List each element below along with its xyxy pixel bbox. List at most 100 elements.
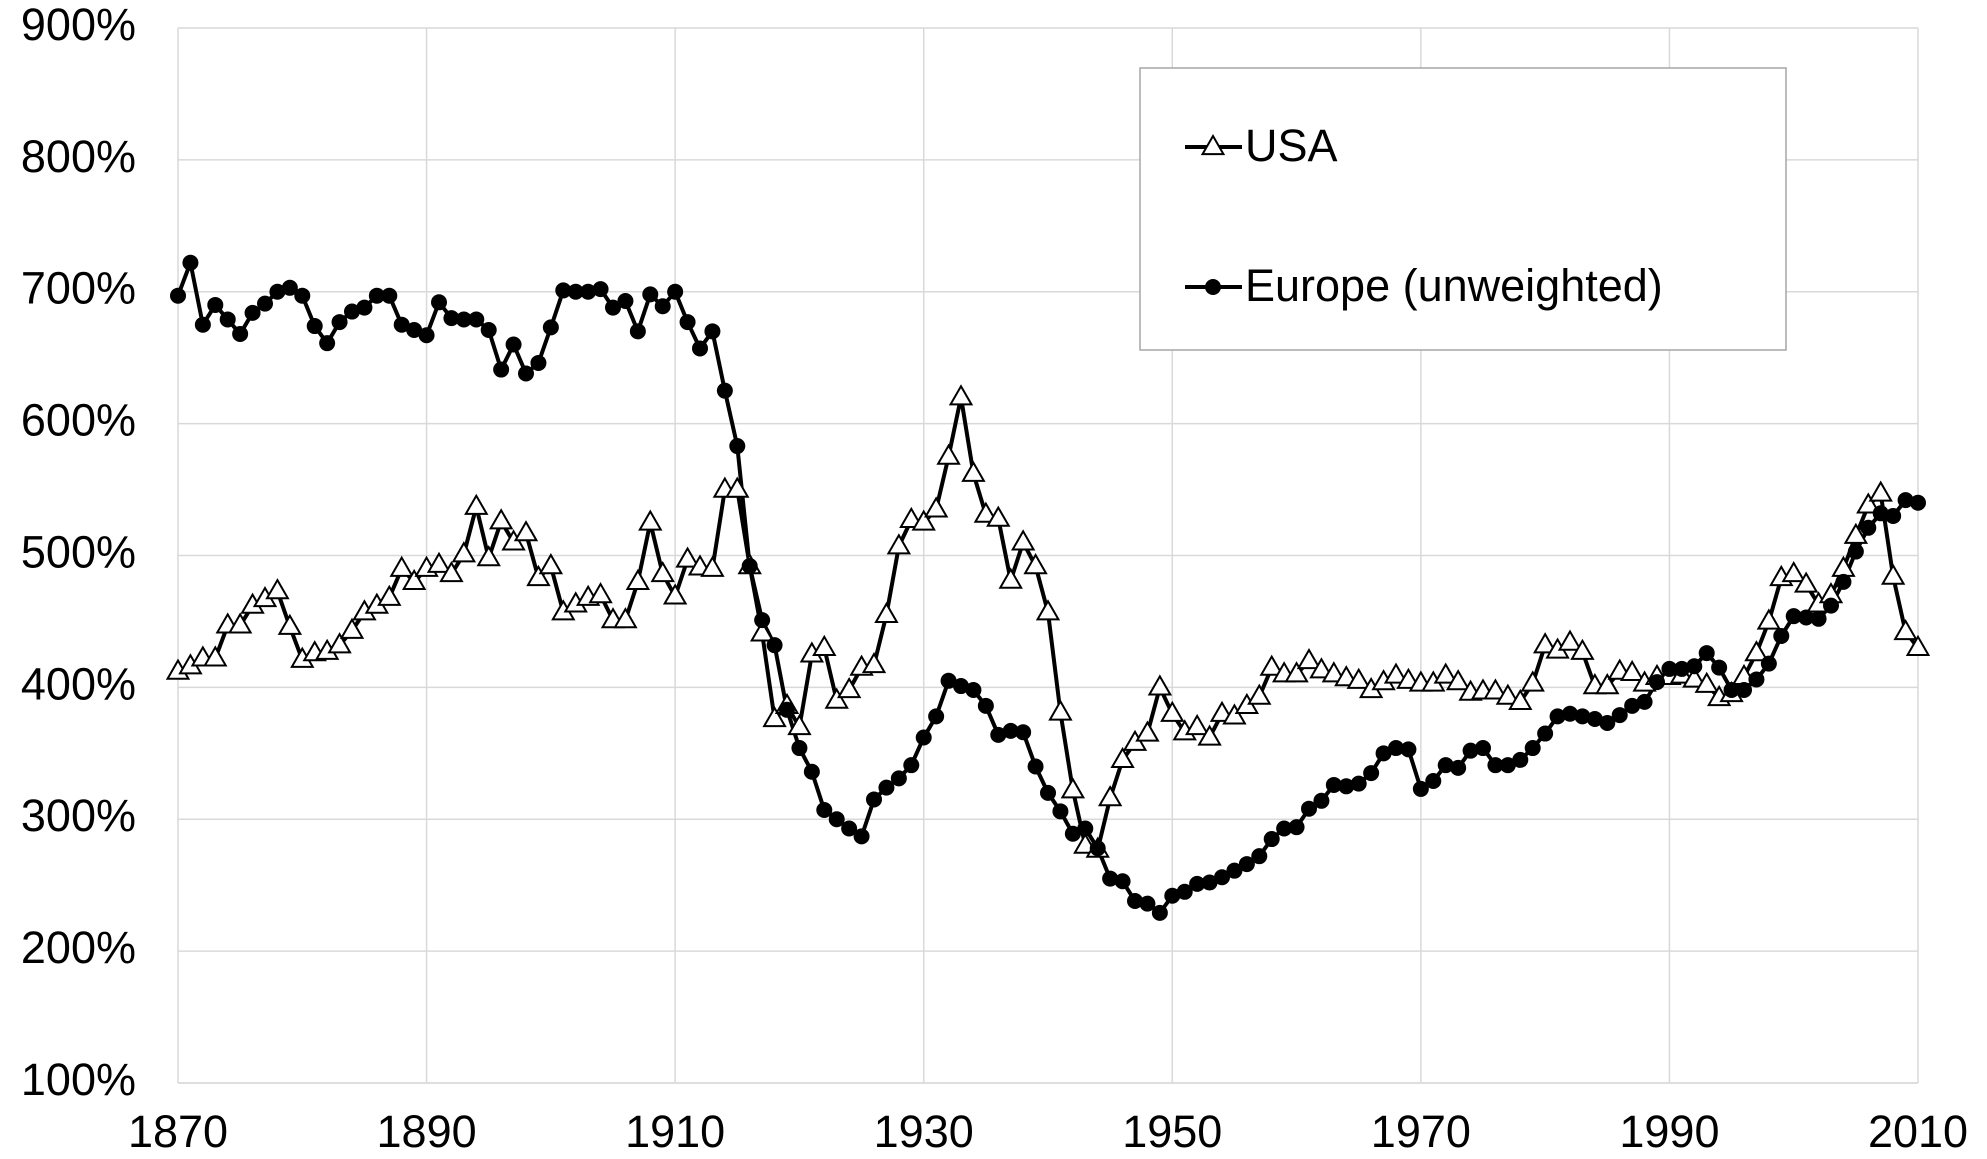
- marker: [1910, 494, 1926, 511]
- marker: [791, 740, 808, 757]
- marker: [1562, 705, 1578, 722]
- marker: [1570, 638, 1595, 660]
- marker: [1321, 661, 1347, 683]
- y-tick-label: 500%: [21, 526, 136, 577]
- marker: [1682, 666, 1707, 688]
- marker: [948, 384, 974, 406]
- marker: [692, 340, 708, 357]
- marker: [1214, 869, 1230, 886]
- marker: [1893, 618, 1918, 641]
- marker: [480, 321, 497, 338]
- marker: [828, 811, 845, 828]
- marker: [1433, 662, 1458, 684]
- marker: [464, 493, 489, 515]
- marker: [961, 460, 986, 482]
- marker: [1048, 699, 1073, 721]
- series-line: [176, 260, 1919, 915]
- marker: [1040, 784, 1056, 801]
- marker: [542, 319, 559, 336]
- marker: [1823, 597, 1839, 614]
- marker: [1027, 758, 1044, 775]
- marker: [1673, 660, 1690, 677]
- marker: [1313, 792, 1330, 809]
- legend-box: [1139, 67, 1787, 351]
- marker: [1023, 553, 1048, 575]
- marker: [1412, 780, 1429, 797]
- marker: [1097, 785, 1123, 807]
- marker: [393, 316, 410, 333]
- marker: [1251, 848, 1268, 865]
- marker: [903, 757, 920, 774]
- x-tick-label: 1910: [625, 1106, 725, 1157]
- marker: [878, 779, 895, 796]
- marker: [555, 282, 572, 299]
- marker: [269, 283, 286, 300]
- marker: [841, 820, 858, 837]
- y-tick-label: 600%: [21, 395, 136, 446]
- marker: [613, 607, 638, 629]
- marker: [406, 321, 423, 338]
- marker: [675, 546, 700, 568]
- marker: [1226, 862, 1243, 879]
- marker: [749, 620, 775, 642]
- marker: [377, 584, 402, 606]
- marker: [1263, 831, 1280, 848]
- marker: [339, 617, 365, 639]
- marker: [1495, 683, 1521, 705]
- marker: [625, 568, 651, 591]
- marker: [1748, 671, 1765, 688]
- marker: [725, 476, 750, 498]
- marker: [1475, 740, 1491, 757]
- marker: [319, 335, 336, 352]
- marker: [493, 361, 510, 378]
- marker: [431, 294, 447, 311]
- marker: [1400, 741, 1417, 758]
- marker: [1437, 757, 1454, 774]
- marker: [1661, 660, 1678, 677]
- marker: [853, 828, 870, 845]
- marker: [679, 314, 696, 331]
- marker: [1599, 714, 1616, 731]
- marker: [965, 682, 982, 699]
- marker: [1520, 670, 1545, 692]
- marker: [567, 283, 584, 300]
- marker: [1015, 724, 1032, 741]
- marker: [182, 254, 199, 271]
- marker: [1164, 887, 1181, 904]
- marker: [642, 286, 659, 303]
- marker: [940, 672, 957, 689]
- marker: [1222, 703, 1247, 725]
- marker: [1238, 856, 1255, 873]
- marker: [1176, 883, 1193, 900]
- marker: [232, 325, 249, 342]
- marker: [443, 310, 460, 327]
- marker: [1773, 627, 1790, 644]
- marker: [1350, 775, 1367, 792]
- marker: [1205, 279, 1221, 295]
- marker: [928, 708, 945, 725]
- marker: [1835, 573, 1852, 590]
- x-tick-label: 1870: [128, 1106, 228, 1157]
- marker: [401, 568, 427, 591]
- marker: [866, 791, 882, 808]
- y-tick-label: 900%: [21, 0, 136, 50]
- marker: [592, 281, 609, 298]
- marker: [1462, 742, 1479, 759]
- marker: [605, 299, 621, 316]
- marker: [518, 365, 534, 382]
- marker: [1135, 720, 1160, 742]
- marker: [1686, 658, 1703, 675]
- marker: [1425, 773, 1442, 790]
- marker: [766, 637, 783, 654]
- legend: USA Europe (unweighted): [1139, 67, 1787, 351]
- marker: [741, 558, 758, 575]
- marker: [1843, 522, 1869, 544]
- marker: [1325, 776, 1342, 793]
- marker: [1160, 700, 1185, 722]
- marker: [886, 533, 912, 555]
- marker: [803, 763, 820, 780]
- marker: [986, 505, 1011, 527]
- marker: [1139, 895, 1156, 912]
- marker: [1698, 645, 1715, 662]
